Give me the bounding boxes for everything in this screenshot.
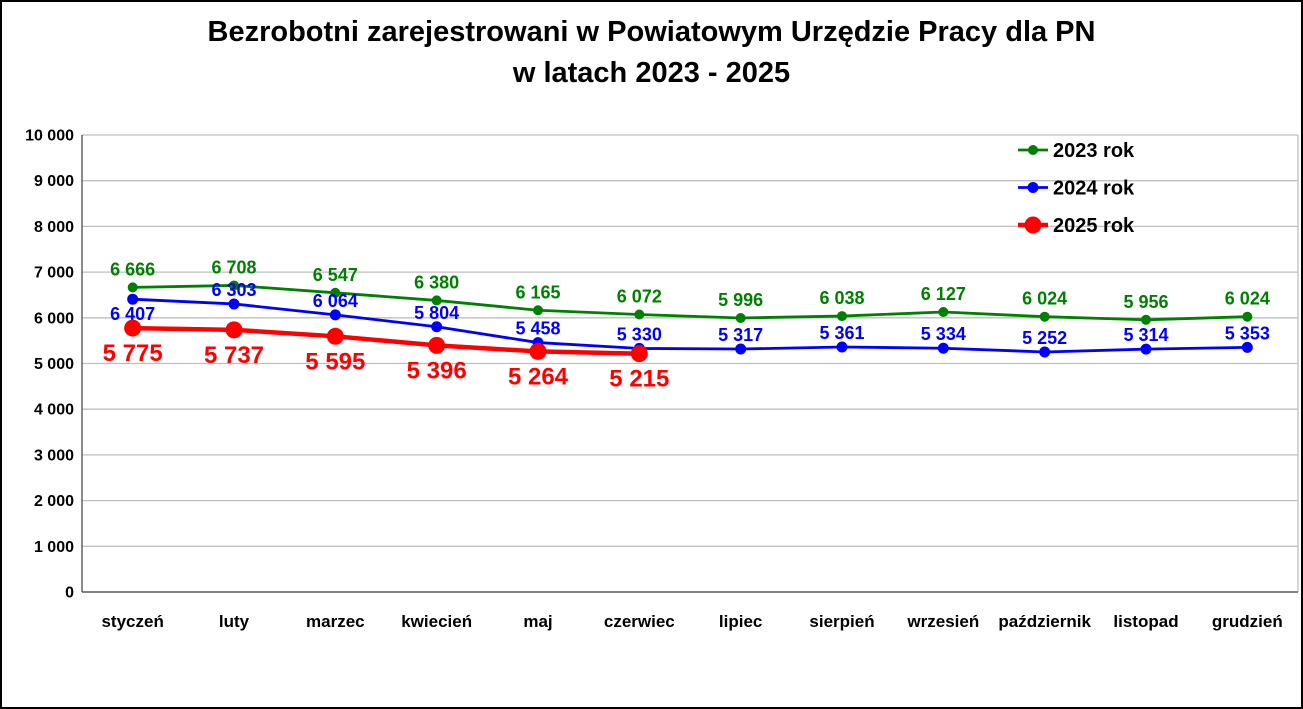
data-point-label: 5 330	[617, 324, 662, 344]
data-point	[735, 312, 746, 323]
chart-title: Bezrobotni zarejestrowani w Powiatowym U…	[2, 12, 1301, 94]
data-point-label: 5 334	[921, 324, 966, 344]
x-axis-label: kwiecień	[401, 612, 472, 631]
chart-title-line1: Bezrobotni zarejestrowani w Powiatowym U…	[207, 16, 1096, 48]
data-point	[127, 293, 139, 305]
data-point	[1039, 346, 1051, 358]
data-point-label: 6 165	[515, 282, 560, 302]
data-point-label: 5 775	[103, 340, 163, 367]
data-point	[938, 306, 949, 317]
data-point	[735, 343, 747, 355]
x-axis-label: lipiec	[719, 612, 762, 631]
data-point	[124, 319, 142, 337]
data-point	[836, 341, 848, 353]
data-point-label: 5 956	[1123, 292, 1168, 312]
x-axis-label: październik	[998, 612, 1091, 631]
x-axis-label: marzec	[306, 612, 365, 631]
y-tick-label: 6 000	[34, 310, 74, 327]
data-point	[533, 305, 543, 316]
y-tick-label: 8 000	[34, 219, 74, 236]
data-point-label: 5 353	[1225, 323, 1270, 343]
x-axis-label: sierpień	[809, 612, 874, 631]
y-tick-label: 9 000	[34, 173, 74, 190]
data-point-label: 6 547	[313, 265, 358, 285]
y-tick-label: 10 000	[25, 128, 74, 145]
data-point	[428, 336, 446, 354]
data-point	[326, 327, 344, 345]
data-point-label: 5 996	[718, 290, 763, 310]
data-point-label: 5 314	[1123, 325, 1168, 345]
data-point-label: 6 024	[1225, 289, 1270, 309]
data-point	[1141, 314, 1151, 325]
legend-label: 2025 rok	[1053, 215, 1135, 237]
data-point-label: 6 127	[921, 284, 966, 304]
data-point	[1241, 341, 1253, 353]
y-tick-label: 7 000	[34, 265, 74, 282]
y-tick-label: 2 000	[34, 493, 74, 510]
data-point	[634, 309, 645, 320]
data-point	[837, 311, 847, 322]
series-line-2024-rok	[132, 297, 1248, 354]
data-point	[228, 298, 240, 310]
legend-marker-dot	[1028, 145, 1038, 155]
data-point-label: 5 458	[515, 319, 560, 339]
data-point	[329, 309, 341, 321]
data-point-label: 6 708	[211, 257, 256, 277]
data-point	[431, 295, 442, 306]
data-point-label: 5 595	[305, 348, 365, 375]
y-tick-label: 0	[65, 585, 74, 602]
x-axis-label: maj	[523, 612, 552, 631]
x-axis-label: styczeń	[101, 612, 163, 631]
data-point	[529, 342, 547, 360]
y-tick-label: 3 000	[34, 447, 74, 464]
data-point-label: 6 380	[414, 272, 459, 292]
y-tick-label: 4 000	[34, 402, 74, 419]
data-point-label: 5 252	[1022, 328, 1067, 348]
data-point	[1039, 311, 1050, 322]
series-line-2025-rok	[132, 325, 640, 356]
x-axis-label: listopad	[1113, 612, 1178, 631]
x-axis-label: grudzień	[1212, 612, 1283, 631]
data-point-label: 5 361	[819, 323, 864, 343]
data-point	[127, 282, 138, 293]
data-point	[1140, 343, 1152, 355]
data-point	[225, 321, 243, 339]
data-point-label: 6 303	[211, 280, 256, 300]
data-point-label: 6 024	[1022, 289, 1067, 309]
legend-marker-dot	[1027, 182, 1039, 193]
data-point	[229, 280, 239, 291]
y-tick-label: 5 000	[34, 356, 74, 373]
legend-label: 2024 rok	[1053, 178, 1135, 200]
data-point	[330, 287, 341, 298]
data-point-label: 6 407	[110, 304, 155, 324]
y-tick-label: 1 000	[34, 539, 74, 556]
data-point-label: 5 737	[204, 342, 264, 369]
x-axis-label: luty	[219, 612, 250, 631]
data-point-label: 6 064	[313, 291, 358, 311]
x-axis-label: wrzesień	[906, 612, 979, 631]
data-point-label: 5 804	[414, 303, 459, 323]
legend-marker-dot	[1024, 216, 1042, 234]
data-point-label: 5 264	[508, 363, 569, 390]
series-line-2023-rok	[132, 284, 1248, 322]
data-point-label: 5 317	[718, 325, 763, 345]
data-point-label: 6 666	[110, 259, 155, 279]
data-point-label: 6 038	[819, 288, 864, 308]
x-axis-label: czerwiec	[604, 612, 675, 631]
data-point	[630, 345, 648, 363]
data-point	[1242, 311, 1253, 322]
data-point	[937, 342, 949, 354]
legend-label: 2023 rok	[1053, 140, 1135, 162]
data-point	[431, 321, 443, 333]
data-point-label: 5 396	[407, 357, 467, 384]
chart-title-line2: w latach 2023 - 2025	[512, 57, 791, 89]
data-point-label: 5 215	[609, 366, 669, 393]
data-point-label: 6 072	[617, 287, 662, 307]
